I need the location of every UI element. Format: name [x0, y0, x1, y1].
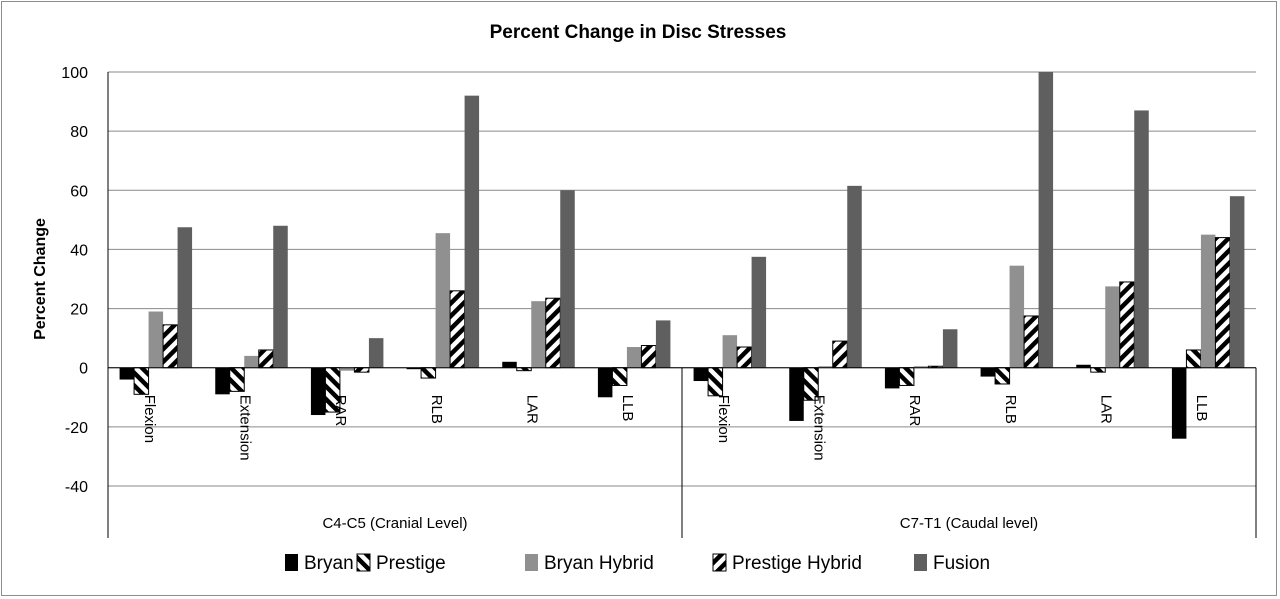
y-tick-label: 0	[79, 361, 88, 378]
bar	[133, 367, 150, 395]
category-label: LLB	[619, 395, 636, 422]
y-tick-label: -20	[65, 420, 88, 437]
bar	[1009, 265, 1025, 368]
legend-entry: Bryan	[304, 553, 354, 574]
bar	[560, 190, 575, 368]
category-label: RAR	[332, 395, 349, 427]
bar	[1105, 286, 1120, 368]
bar	[435, 233, 451, 368]
category-label: Extension	[811, 395, 828, 461]
bar	[258, 349, 274, 369]
bar	[1076, 364, 1091, 368]
y-tick-label: 100	[61, 65, 88, 82]
category-label: LAR	[1098, 395, 1115, 424]
bar	[1171, 367, 1187, 439]
legend-swatch	[285, 554, 298, 571]
category-label: Flexion	[141, 395, 158, 443]
bar	[353, 367, 370, 373]
bar	[310, 367, 326, 416]
bar	[502, 361, 517, 368]
category-label: LAR	[524, 395, 541, 424]
bar	[640, 345, 657, 369]
legend-swatch	[914, 554, 927, 571]
bar	[1185, 349, 1202, 369]
bar	[148, 311, 164, 368]
bar	[162, 324, 179, 369]
bar	[626, 347, 642, 368]
y-tick-label: 80	[70, 124, 88, 141]
bar	[1119, 281, 1135, 369]
bar	[406, 367, 422, 370]
legend-swatch	[712, 553, 727, 572]
bar	[1134, 110, 1149, 368]
bar	[722, 335, 738, 368]
bar	[597, 367, 613, 398]
y-tick-label: 20	[70, 302, 88, 319]
legend-swatch	[525, 554, 538, 571]
bar	[847, 185, 862, 368]
bar	[464, 95, 480, 368]
category-label: RLB	[428, 395, 445, 424]
group-label: C7-T1 (Caudal level)	[900, 515, 1038, 532]
group-label: C4-C5 (Cranial Level)	[322, 515, 467, 532]
category-label: LLB	[1193, 395, 1210, 422]
bar	[1038, 72, 1054, 368]
bar	[751, 256, 767, 368]
bar	[420, 367, 437, 379]
bar	[884, 367, 900, 389]
bar	[655, 320, 671, 368]
bar	[707, 367, 724, 397]
bar	[736, 346, 753, 369]
legend-swatch	[356, 553, 371, 572]
category-label: RAR	[906, 395, 923, 427]
bar	[1200, 234, 1216, 368]
bar	[229, 367, 245, 392]
legend-entry: Bryan Hybrid	[544, 553, 654, 574]
bar	[215, 367, 230, 395]
y-tick-label: -40	[65, 479, 88, 496]
bar	[898, 367, 915, 386]
bar	[339, 367, 355, 371]
bar	[1023, 315, 1040, 369]
bar	[119, 367, 135, 380]
bar	[244, 355, 259, 368]
category-label: Extension	[237, 395, 254, 461]
y-tick-label: 60	[70, 183, 88, 200]
legend-entry: Prestige Hybrid	[732, 553, 862, 574]
bar	[177, 227, 193, 368]
bar	[832, 340, 848, 369]
bar	[693, 367, 709, 382]
chart-title: Percent Change in Disc Stresses	[490, 22, 787, 43]
bar	[273, 225, 288, 368]
bar	[1090, 367, 1106, 373]
bar	[545, 297, 561, 369]
bar	[1214, 237, 1231, 369]
bar	[449, 290, 466, 369]
bar	[980, 367, 996, 377]
y-tick-label: 40	[70, 242, 88, 259]
bar	[531, 301, 546, 368]
bar	[942, 329, 958, 368]
bar	[1229, 196, 1245, 368]
bar	[994, 367, 1011, 385]
bar	[368, 338, 384, 368]
bar	[611, 367, 628, 386]
category-label: Flexion	[715, 395, 732, 443]
legend-entry: Prestige	[376, 553, 446, 574]
y-axis-label: Percent Change	[32, 218, 49, 340]
category-label: RLB	[1002, 395, 1019, 424]
legend-entry: Fusion	[933, 553, 990, 574]
bar	[913, 366, 929, 368]
bar	[789, 367, 804, 421]
bar	[818, 366, 833, 368]
